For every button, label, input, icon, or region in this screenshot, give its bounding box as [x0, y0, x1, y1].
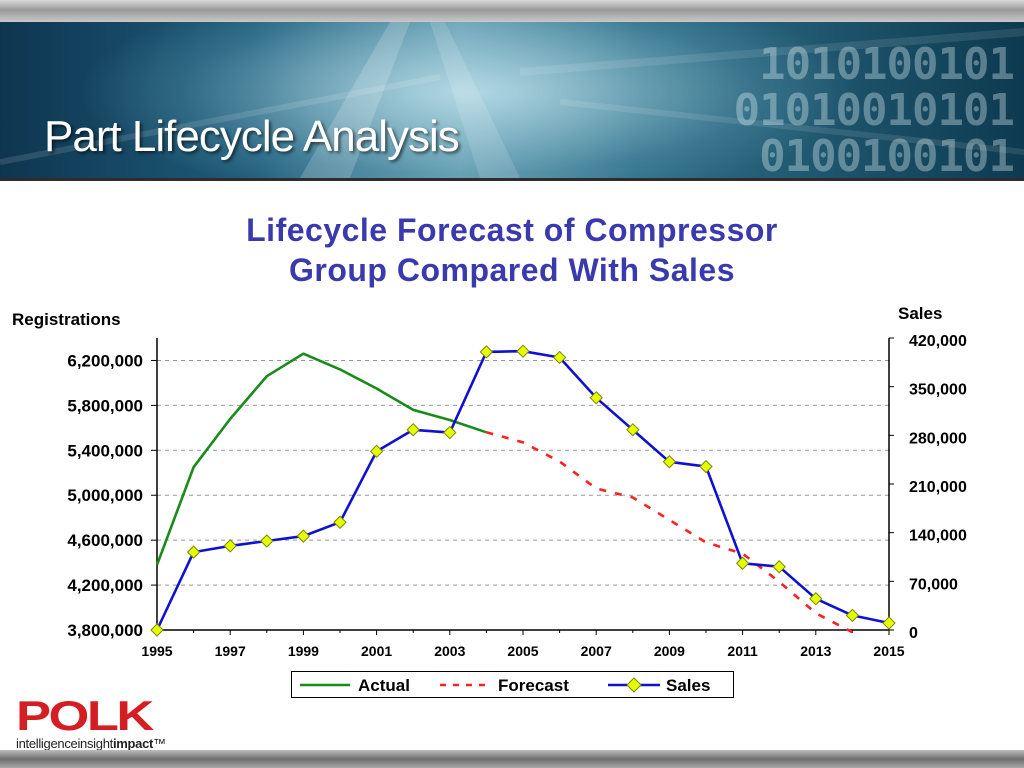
y-right-tick-label: 420,000: [909, 333, 967, 350]
sales-marker: [552, 350, 567, 365]
footer-bar: [0, 750, 1024, 768]
sales-marker: [443, 425, 457, 440]
y-left-tick-label: 4,600,000: [67, 531, 143, 550]
sales-marker: [735, 556, 750, 570]
series: [150, 344, 896, 637]
sales-marker: [626, 423, 640, 437]
sales-marker: [479, 345, 494, 359]
chart-title: Lifecycle Forecast of Compressor Group C…: [0, 210, 1024, 290]
series-line-sales: [155, 349, 890, 631]
x-tick-label: 2001: [361, 643, 392, 659]
legend-marker-sales: [626, 677, 642, 693]
sales-marker: [260, 534, 274, 548]
y-axis-left-label: Registrations: [12, 310, 121, 329]
y-left-tick-label: 4,200,000: [67, 576, 143, 595]
sales-marker: [809, 592, 823, 606]
sales-marker: [882, 616, 896, 630]
y-right-tick-label: 70,000: [909, 576, 958, 593]
y-left-tick-label: 3,800,000: [67, 621, 143, 640]
x-tick-label: 1997: [215, 643, 246, 659]
sales-marker: [406, 423, 420, 437]
y-left-tick-label: 5,000,000: [67, 486, 143, 505]
tagline-tm: ™: [153, 736, 166, 751]
binary-row: 01010010101: [733, 85, 1015, 136]
sales-marker: [516, 344, 530, 358]
polk-logo: POLK intelligenceinsightimpact™: [16, 692, 166, 752]
y-right-tick-label: 210,000: [909, 479, 967, 496]
tagline-part2: insight: [77, 736, 113, 751]
axes: [151, 337, 894, 635]
banner: 1010100101 01010010101 0100100101: [0, 22, 1024, 178]
x-tick-label: 2007: [581, 643, 612, 659]
chart-title-line: Lifecycle Forecast of Compressor: [246, 212, 778, 248]
series-line-forecast: [486, 431, 853, 634]
y-left-tick-label: 5,400,000: [67, 441, 143, 460]
sales-marker: [150, 623, 164, 637]
sales-marker: [772, 560, 786, 574]
legend-label-forecast: Forecast: [498, 676, 569, 695]
y-axis-right-label: Sales: [898, 304, 942, 323]
sales-marker: [845, 608, 860, 623]
sales-marker: [186, 545, 201, 559]
x-tick-label: 2011: [727, 643, 758, 659]
x-tick-label: 2009: [654, 643, 685, 659]
slide-title: Part Lifecycle Analysis: [44, 112, 460, 161]
y-right-tick-label: 280,000: [909, 430, 967, 447]
x-tick-label: 2005: [507, 643, 538, 659]
chart-title-line: Group Compared With Sales: [288, 252, 736, 288]
sales-marker: [369, 444, 384, 459]
binary-digits-graphic: 1010100101 01010010101 0100100101: [733, 39, 1015, 179]
binary-row: 1010100101: [759, 39, 1015, 90]
x-tick-label: 2003: [434, 643, 465, 659]
x-tick-label: 1999: [288, 643, 319, 659]
tagline-part3: impact: [112, 736, 154, 751]
logo-tagline: intelligenceinsightimpact™: [16, 736, 166, 751]
y-right-tick-label: 0: [909, 625, 918, 642]
tagline-part1: intelligence: [16, 736, 78, 751]
sales-marker: [333, 515, 347, 529]
y-left-tick-label: 6,200,000: [67, 351, 143, 370]
series-line-actual: [155, 352, 487, 566]
sales-marker: [589, 391, 603, 405]
chart-legend: Actual Forecast Sales: [291, 671, 734, 698]
binary-row: 0100100101: [759, 131, 1015, 179]
y-right-tick-label: 350,000: [909, 382, 967, 399]
x-tick-label: 2013: [800, 643, 831, 659]
sales-marker: [223, 539, 237, 553]
sales-marker: [296, 529, 311, 543]
gridlines: [157, 359, 889, 586]
x-tick-label: 1995: [141, 643, 172, 659]
polk-logo-mark: POLK: [16, 692, 154, 739]
x-tick-label: 2015: [873, 643, 904, 659]
legend-label-actual: Actual: [358, 676, 410, 695]
road-lines-graphic: [0, 22, 1024, 178]
tick-labels: 3,800,000 4,200,000 4,600,000 5,000,000 5,40…: [67, 333, 967, 659]
y-left-tick-label: 5,800,000: [67, 396, 143, 415]
sales-marker: [662, 455, 677, 469]
banner-divider: [0, 178, 1024, 181]
legend-label-sales: Sales: [666, 676, 710, 695]
legend-graphic: Actual Forecast Sales: [300, 676, 710, 695]
top-strip: [0, 0, 1024, 22]
sales-marker: [699, 459, 713, 474]
y-right-tick-label: 140,000: [909, 528, 967, 545]
